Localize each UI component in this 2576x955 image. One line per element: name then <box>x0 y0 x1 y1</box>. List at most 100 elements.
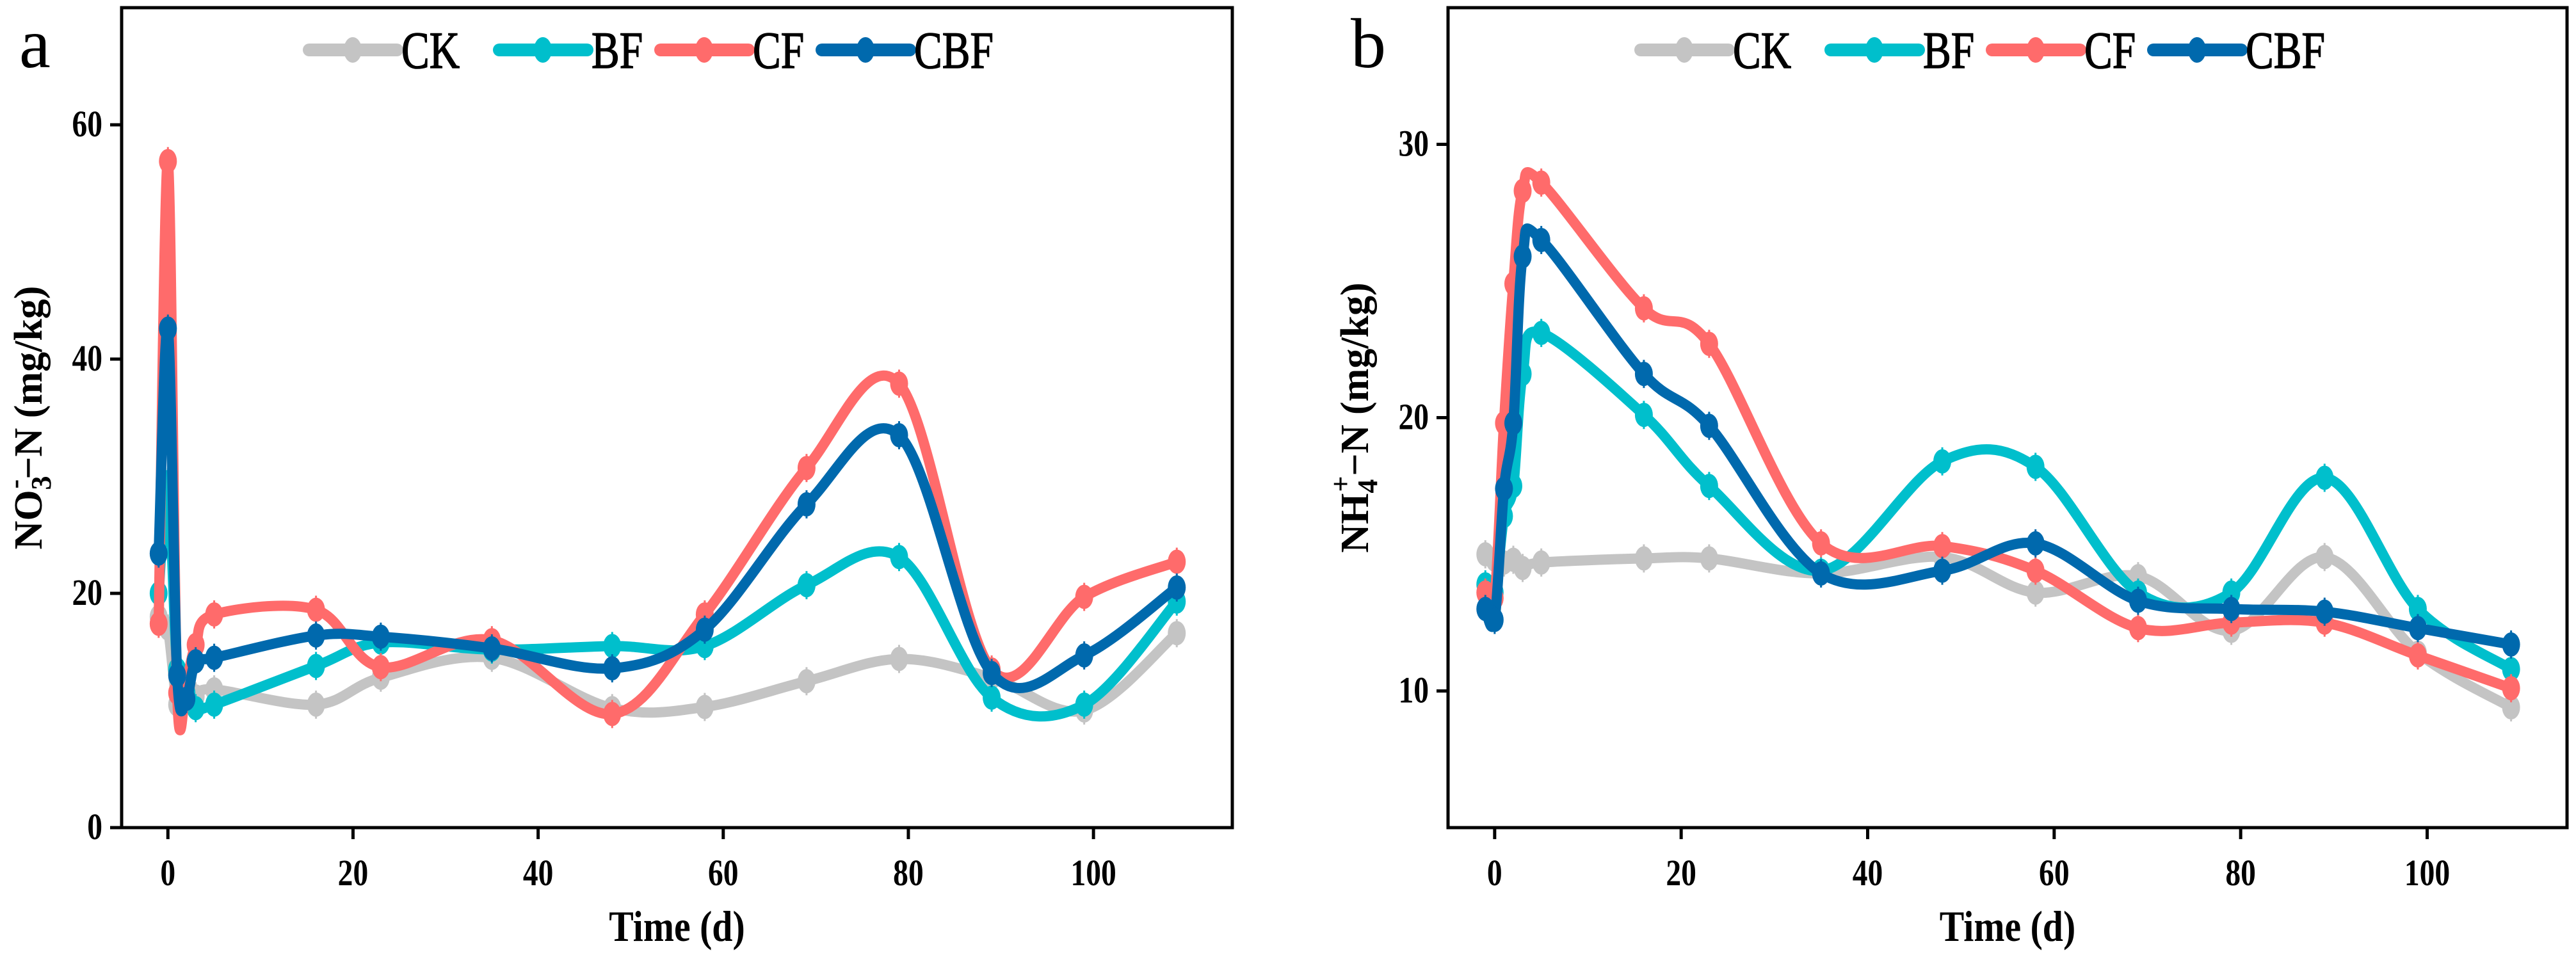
series-CF <box>149 147 1186 735</box>
data-point <box>2502 632 2520 657</box>
data-point <box>159 316 177 341</box>
data-point <box>797 492 816 517</box>
x-tick-label: 20 <box>1666 853 1696 894</box>
data-point <box>2502 676 2520 701</box>
legend: CK BF CF CBF <box>1634 22 2326 80</box>
y-axis-label: NH4+−N (mg/kg) <box>1325 282 1383 552</box>
x-tick-label: 40 <box>523 853 554 894</box>
y-tick-label: 20 <box>72 573 102 613</box>
data-point <box>797 669 816 694</box>
legend-item-CK: CK <box>303 22 460 80</box>
legend-item-BF: BF <box>493 22 643 80</box>
data-point <box>797 573 816 598</box>
data-point <box>1812 531 1830 556</box>
legend-label: CK <box>1733 22 1791 80</box>
y-tick-label: 10 <box>1398 670 1429 710</box>
data-point <box>1700 332 1718 357</box>
data-point <box>1513 556 1532 581</box>
x-tick-label: 40 <box>1853 853 1883 894</box>
data-point <box>1700 474 1718 499</box>
data-point <box>1532 550 1550 575</box>
plot-frame <box>1446 6 2569 830</box>
data-point <box>2315 599 2334 624</box>
legend-swatch-marker <box>857 37 874 63</box>
data-point <box>2026 558 2045 583</box>
data-point <box>1075 584 1093 609</box>
data-point <box>695 694 714 719</box>
series-CBF <box>149 314 1186 717</box>
legend-item-CBF: CBF <box>816 22 994 80</box>
data-point <box>1532 227 1550 252</box>
data-point <box>1634 296 1653 321</box>
data-point <box>307 597 325 622</box>
x-tick-label: 60 <box>708 853 739 894</box>
data-point <box>1513 179 1532 204</box>
data-point <box>1933 558 1952 583</box>
data-point <box>2026 580 2045 605</box>
data-point <box>1513 244 1532 269</box>
data-point <box>1700 413 1718 438</box>
data-point <box>1504 411 1522 436</box>
data-point <box>205 602 223 627</box>
plot-frame <box>120 6 1234 830</box>
legend-label: CBF <box>2246 22 2325 80</box>
data-point <box>2408 643 2427 668</box>
data-point <box>2315 465 2334 490</box>
legend-label: BF <box>592 22 643 80</box>
data-point <box>2129 588 2147 613</box>
data-point <box>1812 561 1830 586</box>
series-CBF <box>1476 223 2520 659</box>
legend: CK BF CF CBF <box>303 22 994 80</box>
legend-label: CF <box>753 22 804 80</box>
legend-swatch-marker <box>2188 37 2206 63</box>
data-point <box>2502 657 2520 682</box>
data-point <box>2408 616 2427 641</box>
x-tick-label: 60 <box>2039 853 2070 894</box>
legend-label: CF <box>2084 22 2136 80</box>
series-line-CF <box>1480 166 2516 694</box>
data-point <box>483 636 501 661</box>
legend-item-CK: CK <box>1634 22 1792 80</box>
y-tick-label: 60 <box>72 104 102 145</box>
data-point <box>307 692 325 717</box>
y-label-ylabel_main: NH <box>1333 494 1377 553</box>
data-point <box>1485 607 1504 632</box>
series-line-CBF <box>153 322 1182 717</box>
data-point <box>603 656 622 681</box>
series-line-BF <box>153 476 1182 722</box>
data-point <box>890 545 908 570</box>
data-point <box>2315 545 2334 570</box>
y-label-ylabel_main: NO <box>7 490 51 549</box>
series-BF <box>1476 319 2520 684</box>
y-tick-label: 40 <box>72 339 102 379</box>
data-point <box>2408 597 2427 622</box>
data-point <box>603 702 622 726</box>
data-point <box>1168 575 1186 600</box>
data-point <box>1634 362 1653 387</box>
data-point <box>890 422 908 447</box>
data-point <box>371 624 390 649</box>
data-point <box>1933 534 1952 559</box>
legend-swatch-marker <box>2027 37 2045 63</box>
chart-panel-b: b 0 20 40 60 80 100 10 20 30 Time (d) NH4+−N (mg/kg… <box>1325 4 2569 951</box>
data-point <box>1634 546 1653 571</box>
data-point <box>1075 692 1093 717</box>
series-CF <box>1476 166 2520 703</box>
y-label-ylabel_rest: −N (mg/kg) <box>7 286 51 479</box>
y-label-ylabel_sup: + <box>1325 476 1356 492</box>
panel-label: a <box>19 4 51 83</box>
panel-label: b <box>1351 4 1386 83</box>
x-tick-label: 80 <box>2225 853 2256 894</box>
data-point <box>371 655 390 680</box>
data-point <box>1532 170 1550 195</box>
data-point <box>205 692 223 717</box>
legend-item-CF: CF <box>654 22 805 80</box>
x-axis-label: Time (d) <box>609 903 745 951</box>
legend-item-CF: CF <box>1986 22 2136 80</box>
data-point <box>168 663 186 688</box>
data-point <box>890 646 908 671</box>
data-point <box>186 649 205 674</box>
y-tick-label: 20 <box>1398 397 1429 437</box>
x-tick-label: 80 <box>893 853 924 894</box>
